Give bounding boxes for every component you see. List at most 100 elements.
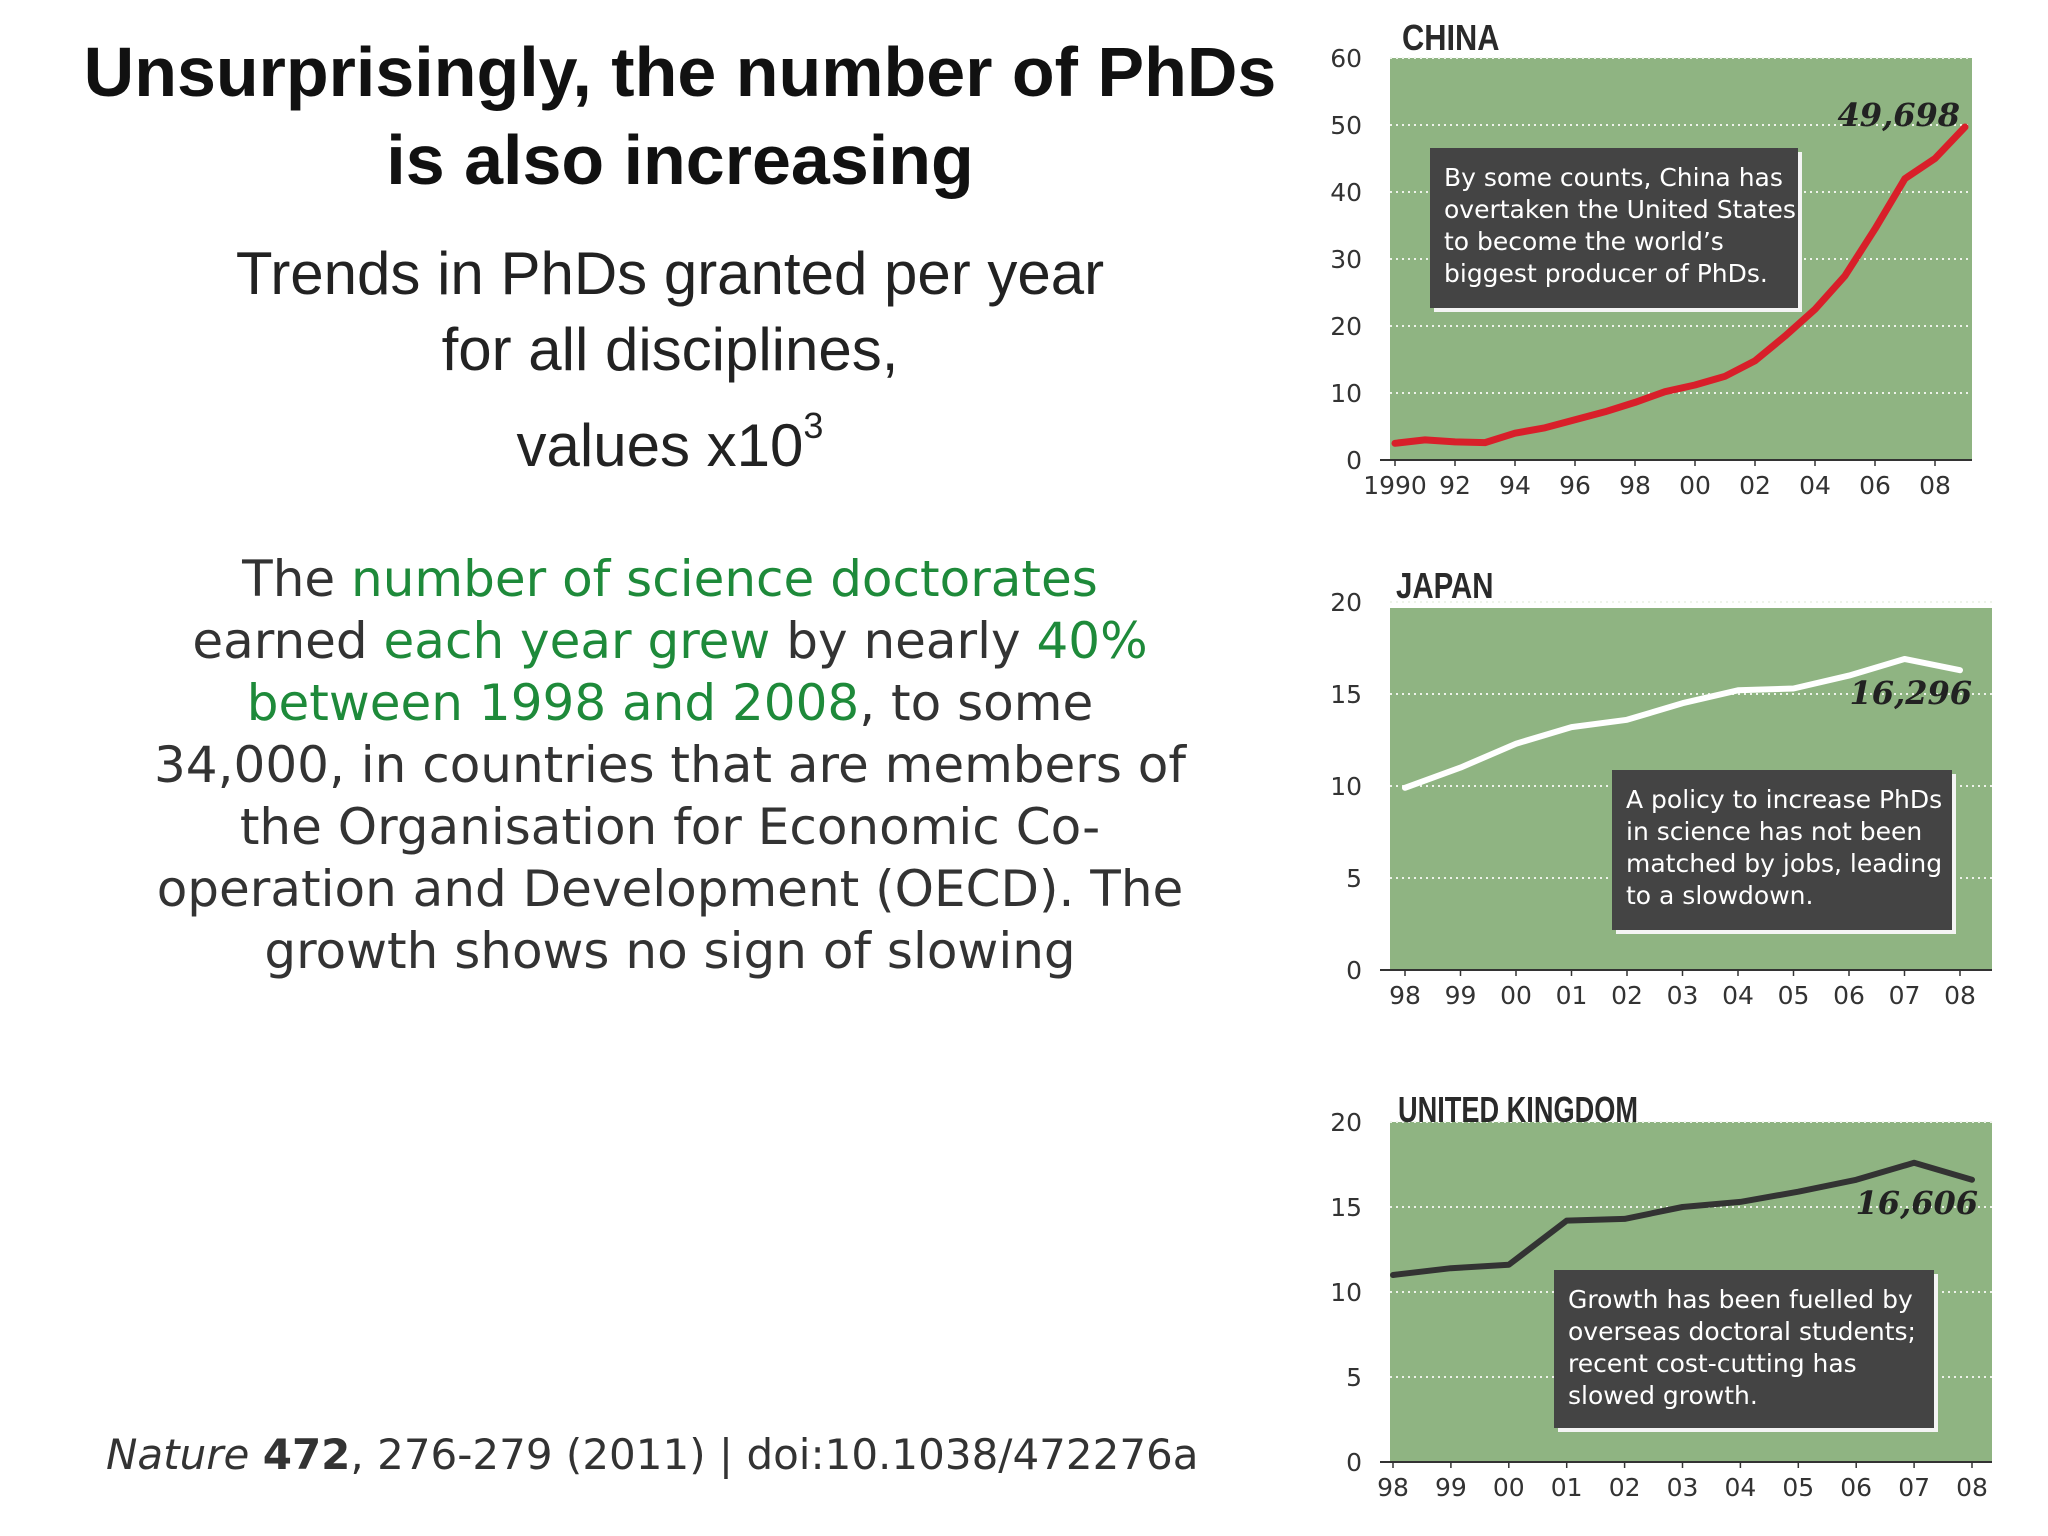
china-x-tick-label: 98: [1619, 471, 1651, 500]
china-y-tick-label: 20: [1330, 312, 1362, 341]
uk-note-line: overseas doctoral students;: [1568, 1317, 1916, 1346]
uk-x-tick-label: 07: [1898, 1473, 1930, 1502]
uk-x-tick-label: 00: [1493, 1473, 1525, 1502]
japan-data-point: [1847, 674, 1851, 678]
china-x-tick-label: 08: [1919, 471, 1951, 500]
china-data-point: [1453, 440, 1457, 444]
para-text-4: , to some 34,000, in countries that are …: [154, 674, 1186, 980]
japan-note-line: A policy to increase PhDs: [1626, 785, 1942, 814]
japan-chart-title: JAPAN: [1396, 565, 1494, 606]
china-data-point: [1873, 227, 1877, 231]
japan-data-point: [1570, 725, 1573, 729]
uk-x-tick-label: 02: [1609, 1473, 1641, 1502]
china-y-tick-label: 0: [1346, 446, 1362, 475]
subtitle-line-3: values x103: [100, 388, 1240, 484]
china-data-point: [1513, 431, 1517, 435]
japan-x-tick-label: 05: [1778, 981, 1810, 1010]
china-data-point: [1483, 441, 1487, 445]
china-data-point: [1543, 426, 1547, 430]
china-y-tick-label: 60: [1330, 44, 1362, 73]
china-data-point: [1423, 438, 1427, 442]
japan-y-tick-label: 10: [1330, 772, 1362, 801]
china-data-point: [1783, 334, 1787, 338]
japan-x-tick-label: 02: [1611, 981, 1643, 1010]
japan-y-tick-label: 5: [1346, 864, 1362, 893]
title-line-2: is also increasing: [386, 121, 974, 199]
china-data-point: [1903, 177, 1907, 181]
china-chart: 0 10 20 30 40 50 60 1990 92 94 96 98 00 02 04 06 08 CHINA…: [1330, 17, 1972, 500]
citation-journal: Nature: [106, 1430, 250, 1479]
china-x-tick-label: 96: [1559, 471, 1591, 500]
japan-end-value-label: 16,296: [1850, 674, 1972, 712]
para-text-3: by nearly: [770, 612, 1037, 670]
japan-x-tick-label: 04: [1722, 981, 1754, 1010]
japan-note-line: in science has not been: [1626, 817, 1922, 846]
china-note-line: to become the world’s: [1444, 227, 1724, 256]
uk-data-point: [1681, 1205, 1684, 1209]
uk-data-point: [1912, 1161, 1916, 1165]
subtitle-line-2: for all disciplines,: [441, 316, 899, 383]
uk-data-point: [1796, 1190, 1800, 1194]
para-highlight-1: number of science doctorates: [351, 550, 1098, 608]
citation-rest: , 276-279 (2011) | doi:10.1038/472276a: [350, 1430, 1199, 1479]
japan-data-point: [1736, 688, 1740, 692]
uk-data-point: [1970, 1178, 1974, 1182]
uk-end-value-label: 16,606: [1856, 1184, 1978, 1222]
china-data-point: [1813, 307, 1817, 311]
japan-x-tick-label: 00: [1500, 981, 1532, 1010]
uk-x-tick-label: 05: [1782, 1473, 1814, 1502]
japan-y-tick-label: 0: [1346, 956, 1362, 985]
uk-data-point: [1449, 1266, 1453, 1270]
citation: Nature 472, 276-279 (2011) | doi:10.1038…: [106, 1430, 1199, 1479]
uk-x-tick-label: 03: [1667, 1473, 1699, 1502]
uk-x-tick-label: 01: [1551, 1473, 1583, 1502]
japan-note-line: to a slowdown.: [1626, 881, 1813, 910]
uk-note-line: recent cost-cutting has: [1568, 1349, 1857, 1378]
japan-x-tick-label: 01: [1556, 981, 1588, 1010]
japan-data-point: [1625, 718, 1629, 722]
china-x-tick-label: 92: [1439, 471, 1471, 500]
uk-y-tick-label: 5: [1346, 1363, 1362, 1392]
uk-data-point: [1565, 1219, 1569, 1223]
uk-y-tick-label: 15: [1330, 1193, 1362, 1222]
china-data-point: [1933, 157, 1937, 160]
china-data-point: [1633, 400, 1637, 404]
uk-note-box: [1554, 1270, 1934, 1428]
slide-subtitle: Trends in PhDs granted per year for all …: [100, 236, 1240, 484]
uk-x-tick-label: 06: [1840, 1473, 1872, 1502]
china-data-point: [1693, 383, 1697, 387]
uk-x-tick-label: 99: [1435, 1473, 1467, 1502]
china-x-tick-label: 1990: [1363, 471, 1427, 500]
china-end-value-label: 49,698: [1838, 96, 1960, 134]
para-text-1: The: [242, 550, 352, 608]
uk-y-tick-label: 20: [1330, 1108, 1362, 1137]
japan-data-point: [1792, 686, 1795, 690]
japan-data-point: [1514, 742, 1518, 746]
japan-y-tick-label: 20: [1330, 588, 1362, 617]
japan-note-line: matched by jobs, leading: [1626, 849, 1942, 878]
body-paragraph: The number of science doctorates earned …: [150, 548, 1190, 982]
subtitle-units: values x10: [516, 412, 804, 479]
uk-y-tick-label: 10: [1330, 1278, 1362, 1307]
china-y-tick-label: 50: [1330, 111, 1362, 140]
china-x-tick-label: 00: [1679, 471, 1711, 500]
para-highlight-3: 40% between 1998 and 2008: [246, 612, 1148, 732]
slide-title: Unsurprisingly, the number of PhDs is al…: [30, 28, 1330, 204]
china-data-point: [1963, 125, 1967, 129]
japan-x-tick-label: 07: [1889, 981, 1921, 1010]
china-data-point: [1843, 274, 1847, 278]
uk-x-tick-label: 08: [1956, 1473, 1988, 1502]
china-data-point: [1573, 418, 1577, 422]
china-chart-title: CHINA: [1402, 17, 1500, 58]
china-x-tick-label: 06: [1859, 471, 1891, 500]
china-note-line: By some counts, China has: [1444, 163, 1783, 192]
china-y-tick-label: 30: [1330, 245, 1362, 274]
china-note-line: biggest producer of PhDs.: [1444, 259, 1768, 288]
china-data-point: [1663, 390, 1667, 394]
japan-data-point: [1903, 657, 1906, 661]
japan-note-box: [1612, 770, 1952, 930]
para-text-2: earned: [192, 612, 384, 670]
uk-data-point: [1854, 1178, 1858, 1182]
uk-y-tick-label: 0: [1346, 1448, 1362, 1477]
